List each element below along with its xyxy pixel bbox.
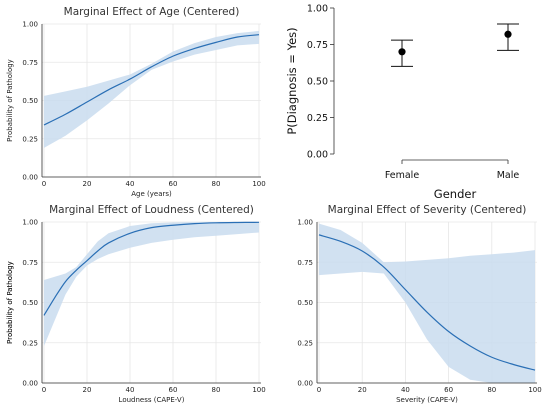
x-axis-label: Gender (434, 187, 477, 201)
series-line (43, 221, 260, 316)
panel-severity: 0 20 40 60 80 100 0.00 0.25 0.50 0.75 1.00 Marginal… (6, 204, 542, 404)
chart-title: Marginal Effect of Severity (Centered) (328, 204, 527, 216)
y-axis-label: Probability of Pathology (6, 59, 14, 142)
y-tick-label: 0.25 (297, 339, 313, 347)
x-tick-label: 100 (252, 180, 265, 188)
data-point (504, 30, 512, 38)
y-tick-label: 1.00 (297, 219, 313, 227)
panel-loudness: 0 20 40 60 80 100 0.00 0.25 0.50 0.75 1.00 Marginal… (6, 204, 266, 404)
x-tick-label: 20 (83, 180, 92, 188)
chart-title: Marginal Effect of Loudness (Centered) (49, 204, 254, 216)
x-tick-label: 0 (42, 386, 46, 394)
y-tick-label: 0.50 (297, 299, 313, 307)
confidence-band (44, 222, 259, 346)
x-tick-label: 80 (212, 386, 221, 394)
x-tick-label: 40 (401, 386, 410, 394)
x-tick-label: 100 (252, 386, 265, 394)
x-tick-label: 60 (444, 386, 453, 394)
panel-age: 0 20 40 60 80 100 0.00 0.25 0.50 0.75 1.00 Marginal… (6, 6, 266, 198)
y-axis-label: Probability of Pathology (6, 261, 14, 344)
y-tick-label: 1.00 (22, 219, 38, 227)
x-axis-label: Age (years) (131, 190, 172, 198)
x-tick-label: 100 (528, 386, 541, 394)
confidence-band (319, 223, 535, 383)
x-tick-label: 60 (169, 180, 178, 188)
x-tick-label: 40 (126, 180, 135, 188)
y-tick-label: 0.75 (22, 259, 38, 267)
y-tick-label: 0.00 (22, 174, 38, 182)
x-tick-label: 0 (42, 180, 46, 188)
y-axis-label: Probability of Pathology (6, 261, 14, 344)
series-line (318, 234, 536, 371)
y-tick-label: 0.50 (22, 299, 38, 307)
y-tick-label: 0.50 (22, 97, 38, 105)
y-axis-label: P(Diagnosis = Yes) (285, 27, 299, 134)
y-tick-label: 0.75 (22, 59, 38, 67)
series-line (43, 34, 260, 126)
y-tick-label: 0.25 (22, 135, 38, 143)
x-tick-label: Male (497, 170, 520, 181)
y-tick-label: 1.00 (22, 21, 38, 29)
x-tick-label: 0 (317, 386, 321, 394)
data-point (398, 48, 406, 56)
x-axis-label: Severity (CAPE-V) (396, 396, 458, 404)
x-tick-label: 80 (212, 180, 221, 188)
y-tick-label: 0.25 (307, 113, 328, 124)
y-tick-label: 0.75 (297, 259, 313, 267)
y-tick-label: 0.25 (22, 339, 38, 347)
x-tick-label: 20 (83, 386, 92, 394)
chart-title: Marginal Effect of Age (Centered) (64, 6, 240, 18)
x-tick-label: Female (385, 170, 420, 181)
y-tick-label: 0.50 (307, 77, 328, 88)
y-tick-label: 0.00 (297, 380, 313, 388)
x-axis-label: Loudness (CAPE-V) (119, 396, 185, 404)
y-tick-label: 1.00 (307, 4, 328, 15)
panel-gender: 0.00 0.25 0.50 0.75 1.00 Female Male Gender P(Di… (285, 4, 519, 202)
x-tick-label: 80 (487, 386, 496, 394)
x-tick-label: 60 (169, 386, 178, 394)
y-tick-label: 0.00 (307, 150, 328, 161)
x-tick-label: 40 (126, 386, 135, 394)
confidence-band (44, 30, 259, 148)
y-tick-label: 0.00 (22, 380, 38, 388)
y-tick-label: 0.75 (307, 40, 328, 51)
x-tick-label: 20 (358, 386, 367, 394)
